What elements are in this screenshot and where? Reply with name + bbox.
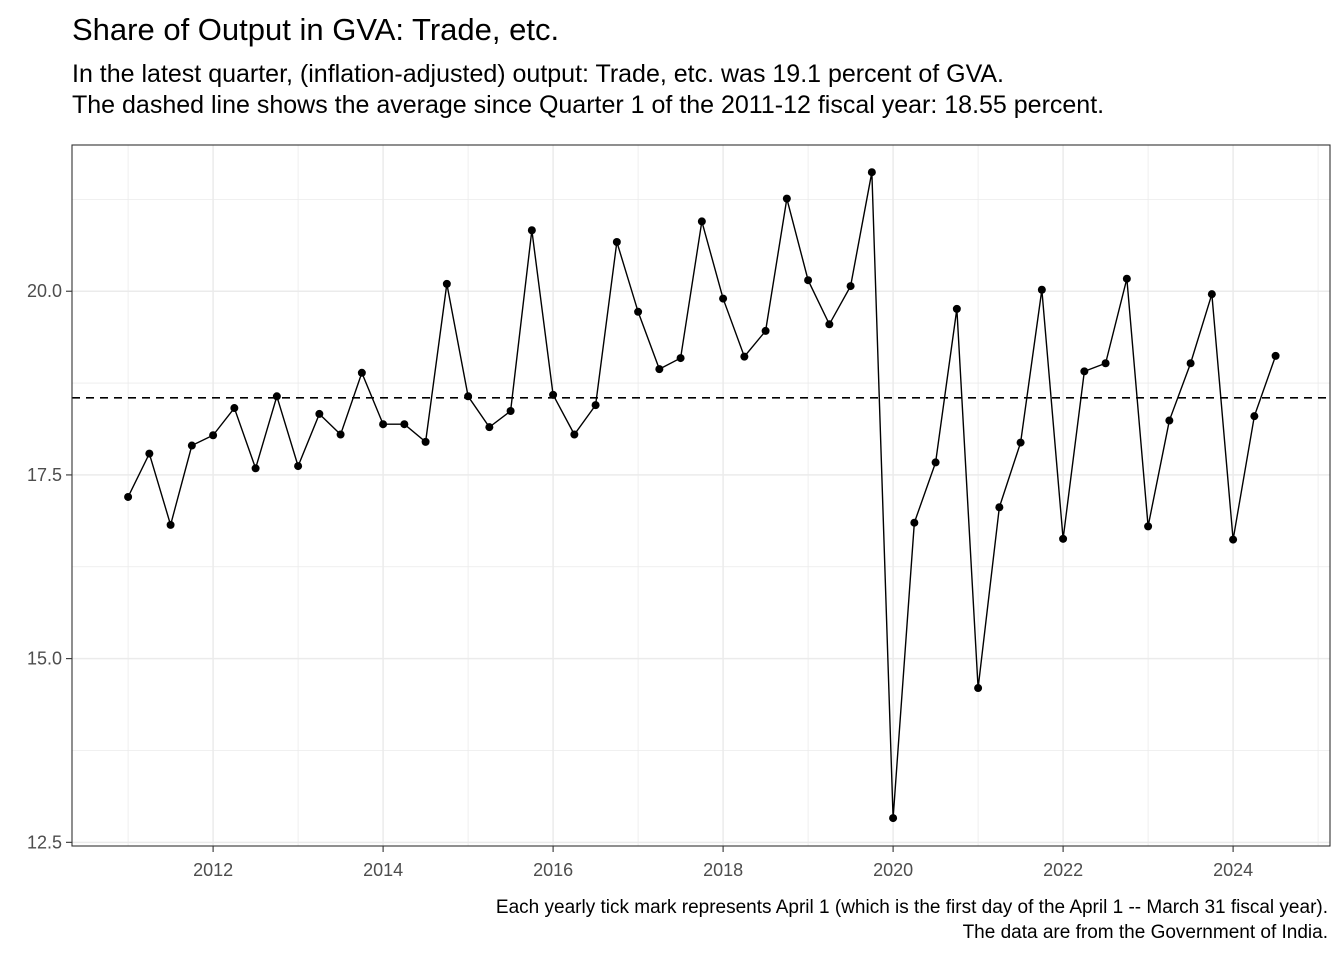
x-tick-label: 2018	[703, 860, 743, 880]
data-point	[1016, 438, 1025, 447]
data-point	[782, 194, 791, 203]
data-point	[230, 404, 239, 413]
data-point	[995, 503, 1004, 512]
chart-caption-line-1: Each yearly tick mark represents April 1…	[495, 897, 1328, 918]
data-point	[867, 168, 876, 177]
series-polyline	[127, 172, 1277, 819]
x-tick-label: 2022	[1043, 860, 1083, 880]
chart-subtitle-line-2: The dashed line shows the average since …	[72, 91, 1105, 119]
data-point	[1207, 290, 1216, 299]
data-point	[974, 684, 983, 693]
data-point	[549, 390, 558, 399]
x-axis-tick-labels: 2012 2014 2016 2018 2020 2022 2024	[193, 860, 1253, 880]
x-tick-label: 2012	[193, 860, 233, 880]
plot-panel-border	[71, 144, 1331, 847]
minor-gridlines	[72, 145, 1330, 846]
data-point	[209, 431, 218, 440]
data-point	[591, 401, 600, 410]
chart-title: Share of Output in GVA: Trade, etc.	[72, 12, 560, 47]
data-point	[187, 441, 196, 450]
data-point	[952, 304, 961, 313]
x-tick-label: 2014	[363, 860, 403, 880]
data-point	[804, 276, 813, 285]
x-tick-label: 2024	[1213, 860, 1253, 880]
series-line	[127, 172, 1277, 819]
data-point	[1122, 274, 1131, 283]
x-tick-label: 2016	[533, 860, 573, 880]
data-point	[1059, 534, 1068, 543]
data-point	[251, 464, 260, 473]
y-tick-label: 20.0	[27, 281, 62, 301]
data-point	[1165, 416, 1174, 425]
data-point	[825, 320, 834, 329]
data-point	[570, 430, 579, 439]
y-tick-label: 17.5	[27, 465, 62, 485]
data-point	[527, 226, 536, 235]
data-point	[442, 279, 451, 288]
data-point	[506, 406, 515, 415]
data-point	[931, 458, 940, 467]
y-tick-label: 12.5	[27, 832, 62, 852]
y-tick-label: 15.0	[27, 649, 62, 669]
data-point	[1037, 285, 1046, 294]
data-point	[889, 814, 898, 823]
data-point	[697, 217, 706, 226]
data-point	[315, 409, 324, 418]
data-point	[464, 392, 473, 401]
data-point	[1186, 359, 1195, 368]
data-point	[1250, 412, 1259, 421]
data-point	[485, 423, 494, 432]
series-points	[124, 168, 1280, 823]
y-axis-tick-labels: 12.5 15.0 17.5 20.0	[27, 281, 62, 852]
chart-subtitle-line-1: In the latest quarter, (inflation-adjust…	[72, 60, 1005, 88]
data-point	[294, 462, 303, 471]
data-point	[761, 326, 770, 335]
data-point	[1080, 367, 1089, 376]
data-point	[421, 437, 430, 446]
chart-caption-line-2: The data are from the Government of Indi…	[962, 922, 1328, 943]
data-point	[379, 420, 388, 429]
x-tick-label: 2020	[873, 860, 913, 880]
data-point	[1101, 359, 1110, 368]
data-point	[1229, 535, 1238, 544]
data-point	[634, 307, 643, 316]
data-point	[1271, 351, 1280, 360]
data-point	[124, 492, 133, 501]
data-point	[166, 520, 175, 529]
major-gridlines	[72, 145, 1330, 846]
data-point	[357, 368, 366, 377]
data-point	[740, 352, 749, 361]
data-point	[719, 294, 728, 303]
data-point	[612, 237, 621, 246]
data-point	[145, 449, 154, 458]
data-point	[336, 430, 345, 439]
data-point	[400, 420, 409, 429]
axis-ticks	[66, 290, 1234, 852]
data-point	[655, 365, 664, 374]
data-point	[910, 518, 919, 527]
data-point	[846, 282, 855, 291]
data-point	[1144, 522, 1153, 531]
data-point	[676, 354, 685, 363]
data-point	[272, 392, 281, 401]
